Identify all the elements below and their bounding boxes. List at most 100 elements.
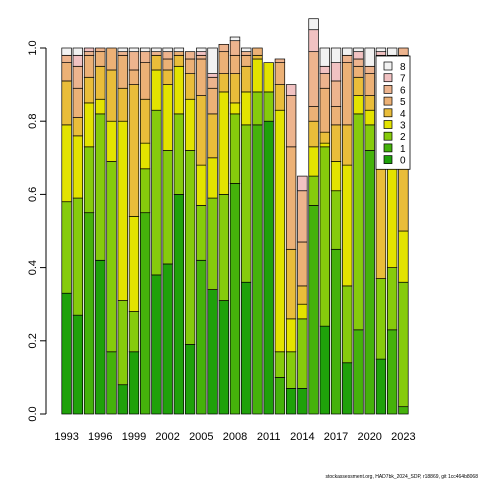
bar-segment-1994-age-5 — [72, 87, 84, 118]
bar-segment-1996-age-5 — [95, 51, 106, 67]
bar-segment-1999-age-8 — [128, 47, 140, 53]
bar-segment-1995-age-6 — [83, 51, 95, 56]
y-tick-label: 0.8 — [27, 114, 39, 129]
bar-segment-2001-age-6 — [151, 51, 162, 56]
bar-segment-1999-age-6 — [128, 51, 140, 71]
bar-segment-2012-age-4 — [274, 84, 286, 111]
bar-segment-2001-age-8 — [151, 47, 162, 53]
bar-segment-2018-age-6 — [342, 54, 353, 63]
bar-segment-2008-age-2 — [229, 113, 241, 184]
bar-segment-1994-age-6 — [72, 65, 84, 89]
bar-segment-2012-age-6 — [274, 58, 286, 63]
bar-segment-1994-age-3 — [72, 135, 84, 199]
bar-segment-1993-age-3 — [61, 124, 72, 203]
bar-segment-2022-age-8 — [386, 47, 398, 56]
bar-segment-2021-age-0 — [375, 358, 387, 415]
x-tick-label: 2017 — [324, 431, 348, 443]
bar-segment-2006-age-2 — [207, 197, 218, 290]
bar-segment-2018-age-3 — [342, 164, 353, 287]
bar-segment-1999-age-3 — [128, 216, 140, 312]
bar-segment-2003-age-5 — [173, 51, 185, 56]
x-tick-label: 1996 — [88, 431, 112, 443]
bar-segment-2018-age-5 — [342, 62, 353, 126]
bar-segment-2016-age-5 — [319, 87, 330, 133]
bar-segment-2008-age-6 — [229, 40, 241, 56]
bar-segment-1999-age-2 — [128, 311, 140, 353]
bar-segment-2020-age-5 — [364, 73, 375, 96]
x-tick-label: 1999 — [122, 431, 146, 443]
bar-segment-2012-age-1 — [274, 377, 286, 415]
bar-segment-1997-age-3 — [106, 120, 117, 162]
bars-layer — [61, 18, 409, 415]
x-tick-label: 2002 — [155, 431, 179, 443]
bar-segment-2002-age-8 — [162, 47, 173, 53]
bar-segment-2006-age-6 — [207, 76, 218, 89]
bar-segment-2001-age-2 — [151, 109, 162, 276]
bar-segment-2019-age-6 — [353, 58, 364, 67]
bar-segment-1999-age-5 — [128, 69, 140, 85]
bar-segment-2008-age-5 — [229, 54, 241, 74]
bar-segment-2013-age-7 — [285, 84, 297, 96]
bar-segment-1997-age-1 — [106, 351, 117, 415]
y-tick-label: 1.0 — [27, 40, 39, 55]
bar-segment-2005-age-1 — [196, 259, 207, 415]
bar-segment-1996-age-4 — [95, 65, 106, 100]
bar-segment-2007-age-6 — [218, 43, 229, 53]
bar-segment-1995-age-7 — [83, 47, 95, 53]
bar-segment-2016-age-6 — [319, 73, 330, 89]
legend-box — [375, 55, 411, 170]
bar-segment-1993-age-0 — [61, 292, 72, 415]
bar-segment-2009-age-8 — [241, 47, 252, 53]
bar-segment-2019-age-1 — [353, 329, 364, 415]
bar-segment-2019-age-4 — [353, 76, 364, 96]
bar-segment-2009-age-2 — [241, 124, 252, 283]
bar-segment-2021-age-2 — [375, 278, 387, 360]
bar-segment-2000-age-3 — [140, 142, 151, 170]
bar-segment-2008-age-4 — [229, 73, 241, 104]
bar-segment-2017-age-8 — [330, 47, 342, 63]
bar-segment-2017-age-5 — [330, 106, 342, 126]
bar-segment-2000-age-4 — [140, 98, 151, 144]
bar-segment-2014-age-6 — [297, 190, 308, 243]
bar-segment-1998-age-3 — [117, 120, 128, 301]
bar-segment-1994-age-4 — [72, 117, 84, 137]
bar-segment-2007-age-0 — [218, 300, 229, 415]
bar-segment-1995-age-5 — [83, 54, 95, 78]
bar-segment-2015-age-6 — [308, 51, 319, 107]
bar-segment-2022-age-2 — [386, 267, 398, 331]
bar-segment-2018-age-8 — [342, 47, 353, 56]
bar-segment-2016-age-3 — [319, 142, 330, 148]
bar-segment-2008-age-1 — [229, 183, 241, 415]
y-tick-label: 0.4 — [27, 260, 39, 275]
bar-segment-2012-age-3 — [274, 109, 286, 353]
bar-segment-2009-age-3 — [241, 91, 252, 126]
bar-segment-2013-age-0 — [285, 388, 297, 415]
bar-segment-2014-age-0 — [297, 388, 308, 415]
bar-segment-2015-age-2 — [308, 175, 319, 206]
bar-segment-2017-age-3 — [330, 161, 342, 192]
legend-label-4: 4 — [400, 109, 406, 120]
bar-segment-2020-age-4 — [364, 95, 375, 111]
bar-segment-1996-age-2 — [95, 113, 106, 261]
bar-segment-2019-age-7 — [353, 51, 364, 60]
bar-segment-1999-age-4 — [128, 84, 140, 217]
bar-segment-2002-age-6 — [162, 51, 173, 60]
bar-segment-2021-age-7 — [375, 51, 387, 56]
bar-segment-1998-age-4 — [117, 87, 128, 122]
legend-swatch-8 — [383, 61, 393, 71]
y-tick-label: 0.2 — [27, 333, 39, 348]
bar-segment-1993-age-6 — [61, 54, 72, 63]
bar-segment-2016-age-2 — [319, 146, 330, 327]
bar-segment-2023-age-6 — [398, 47, 409, 56]
bar-segment-2003-age-3 — [173, 65, 185, 115]
legend-swatch-1 — [383, 143, 393, 153]
bar-segment-2010-age-2 — [252, 91, 263, 126]
bar-segment-2014-age-3 — [297, 303, 308, 320]
bar-segment-1999-age-0 — [128, 351, 140, 415]
bar-segment-2016-age-0 — [319, 325, 330, 415]
bar-segment-2019-age-8 — [353, 47, 364, 53]
bar-segment-2004-age-3 — [184, 98, 196, 151]
bar-segment-2003-age-2 — [173, 113, 185, 195]
